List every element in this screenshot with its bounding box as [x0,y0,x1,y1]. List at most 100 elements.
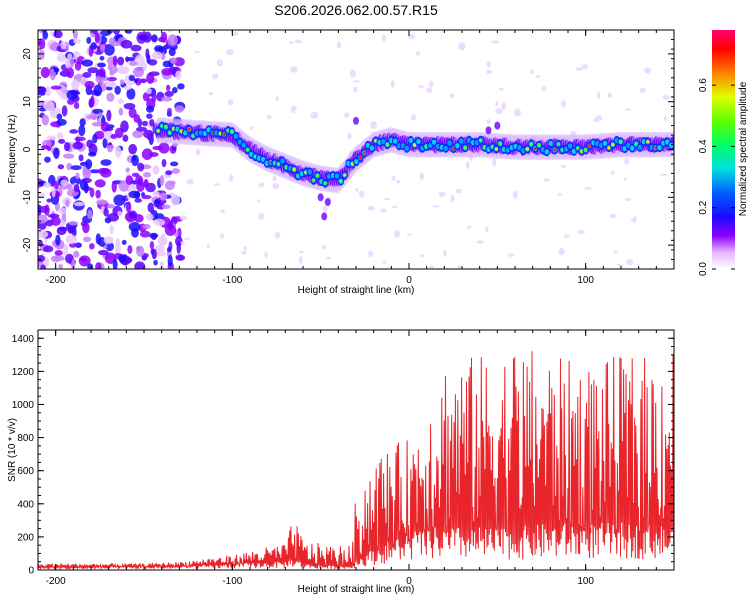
spectrogram-x-label: Height of straight line (km) [298,285,415,296]
noise-cell [212,73,219,80]
noise-cell [62,153,75,159]
noise-cell [183,237,191,241]
noise-cell [161,68,173,76]
noise-cell [476,240,485,244]
x-tick-label: -200 [46,576,66,587]
noise-cell [613,250,618,254]
noise-cell [208,92,214,96]
ridge-peak [230,130,234,134]
noise-cell [64,58,71,69]
noise-cell [492,158,497,167]
noise-cell [143,172,152,178]
noise-cell [106,92,115,102]
noise-cell [137,162,145,172]
noise-cell [322,244,327,250]
noise-cell [165,170,173,176]
noise-cell [98,67,106,78]
noise-cell [145,213,154,221]
noise-cell [128,75,135,82]
noise-cell [394,230,400,238]
noise-cell [336,41,342,49]
noise-cell [609,213,618,219]
noise-cell [157,236,168,246]
ridge-peak [490,145,494,149]
ridge-cell [307,169,312,175]
noise-cell [38,86,47,94]
snr-y-label: SNR (10 * v/v) [7,418,18,482]
noise-cell [92,134,98,144]
noise-cell [162,60,172,68]
noise-cell [164,90,174,98]
noise-cell [117,65,130,75]
ridge-peak [498,142,502,146]
noise-cell [42,30,47,34]
ridge-peak [315,174,320,178]
ridge-cell [630,145,635,151]
ridge-peak [358,156,362,160]
noise-cell [38,211,42,216]
y-tick-label: 0 [28,566,34,577]
ridge-cell [408,137,413,143]
noise-cell [291,106,298,109]
noise-cell [112,55,118,67]
x-tick-label: 0 [406,576,412,587]
noise-cell [58,264,64,269]
noise-cell [94,179,106,188]
noise-cell [43,100,55,111]
noise-cell [151,248,157,260]
noise-cell [257,199,261,203]
noise-cell [266,114,272,120]
noise-cell [106,109,112,122]
noise-cell [65,199,70,208]
noise-cell [624,108,632,111]
ridge-cell [443,145,448,151]
ridge-cell [233,133,239,140]
ridge-peak [164,125,168,129]
noise-cell [105,86,113,91]
noise-cell [227,99,234,106]
noise-cell [175,70,182,81]
noise-cell [159,192,168,201]
noise-cell [136,180,145,192]
noise-cell [396,179,401,184]
noise-cell [127,244,133,254]
ridge-peak [587,144,592,148]
noise-cell [87,67,99,74]
noise-cell [84,80,95,89]
noise-cell [109,224,114,235]
noise-cell [56,113,63,120]
noise-cell [153,259,158,266]
noise-cell [141,148,153,160]
noise-cell [391,205,398,208]
noise-cell [73,38,81,44]
noise-cell [149,232,159,239]
noise-cell [79,118,86,127]
noise-cell [38,255,45,263]
noise-cell [100,167,112,178]
noise-cell [81,59,94,67]
noise-cell [53,30,63,39]
noise-cell [53,67,60,73]
ridge-peak [245,148,250,152]
noise-cell [38,230,49,239]
noise-cell [104,126,114,132]
noise-cell [419,172,425,181]
noise-cell [125,175,134,185]
noise-cell [141,120,149,127]
noise-cell [541,85,547,92]
ridge-cell [459,138,464,144]
noise-cell [367,205,375,211]
noise-cell [68,221,79,226]
noise-cell [82,72,92,78]
ridge-peak [646,140,650,144]
noise-cell [152,165,160,175]
noise-cell [449,93,455,99]
noise-cell [485,226,489,233]
noise-cell [139,230,151,238]
noise-cell [100,159,112,166]
noise-cell [67,53,73,60]
ridge-peak [156,129,160,133]
noise-cell [258,212,265,220]
